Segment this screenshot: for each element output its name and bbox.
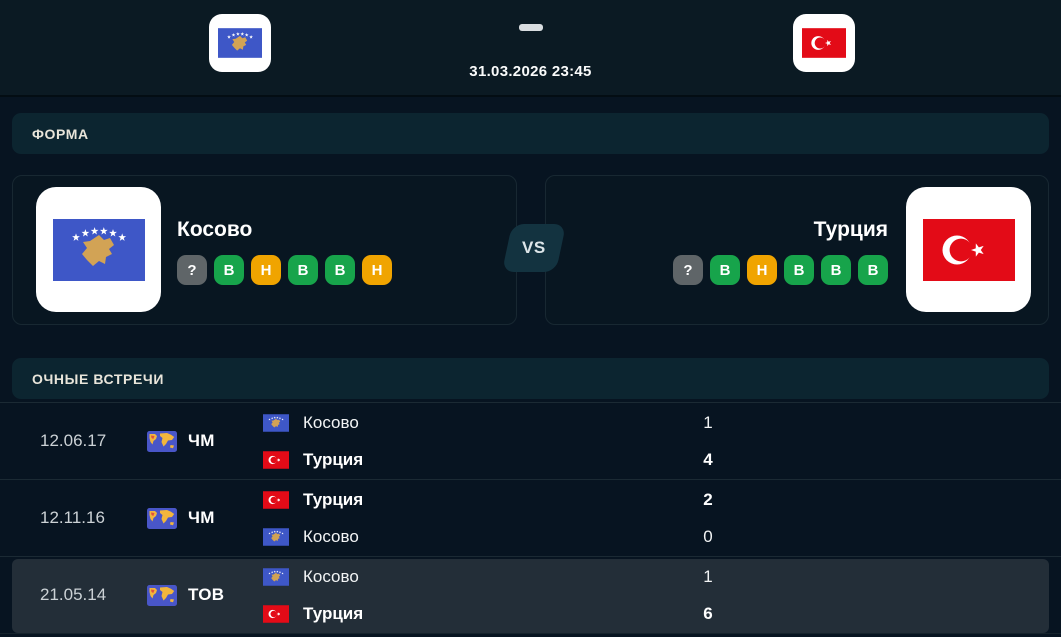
competition-label: ЧМ bbox=[188, 508, 215, 527]
match-datetime: 31.03.2026 23:45 bbox=[469, 63, 592, 80]
home-team-name: Косово bbox=[177, 218, 253, 241]
team-name: Турция bbox=[303, 450, 364, 469]
dash-divider bbox=[519, 24, 543, 31]
team-name: Турция bbox=[303, 604, 364, 623]
form-result-badge[interactable]: В bbox=[710, 255, 740, 285]
form-result-badge[interactable]: Н bbox=[362, 255, 392, 285]
home-team-flag-box bbox=[36, 187, 161, 312]
match-date: 12.11.16 bbox=[40, 508, 105, 527]
kosovo-flag-icon bbox=[53, 219, 145, 281]
home-team-form-card: Косово ? В Н В В Н bbox=[12, 175, 517, 325]
h2h-row[interactable]: 12.06.17 ЧМ Косово 1 Турция 4 bbox=[0, 402, 1061, 479]
world-map-icon bbox=[147, 431, 177, 452]
away-form-badges: ? В Н В В В bbox=[673, 255, 888, 285]
competition-label: ЧМ bbox=[188, 431, 215, 450]
turkey-flag-icon bbox=[263, 491, 289, 509]
team-score: 1 bbox=[703, 413, 713, 432]
form-section-header: ФОРМА bbox=[12, 113, 1049, 154]
h2h-row[interactable]: 21.05.14 ТОВ Косово 1 Турция 6 bbox=[0, 556, 1061, 634]
match-date: 12.06.17 bbox=[40, 431, 107, 450]
form-section-title: ФОРМА bbox=[32, 125, 89, 142]
away-team-name: Турция bbox=[813, 218, 888, 241]
team-score: 4 bbox=[703, 450, 713, 469]
team-score: 2 bbox=[703, 490, 713, 509]
kosovo-flag-icon bbox=[263, 568, 289, 586]
away-team-flag-card bbox=[793, 14, 855, 72]
h2h-table: 12.06.17 ЧМ Косово 1 Турция 4 12.11.16 Ч… bbox=[0, 402, 1061, 634]
away-team-form-card: Турция ? В Н В В В bbox=[545, 175, 1049, 325]
form-result-badge[interactable]: В bbox=[784, 255, 814, 285]
away-team-flag-box bbox=[906, 187, 1031, 312]
h2h-team-line: Косово 1 bbox=[263, 409, 1061, 437]
h2h-row[interactable]: 12.11.16 ЧМ Турция 2 Косово 0 bbox=[0, 479, 1061, 556]
home-form-badges: ? В Н В В Н bbox=[177, 255, 392, 285]
form-result-badge[interactable]: Н bbox=[747, 255, 777, 285]
form-result-badge[interactable]: Н bbox=[251, 255, 281, 285]
turkey-flag-icon bbox=[923, 219, 1015, 281]
h2h-section-header: ОЧНЫЕ ВСТРЕЧИ bbox=[12, 358, 1049, 399]
team-name: Косово bbox=[303, 413, 359, 432]
home-team-flag-card bbox=[209, 14, 271, 72]
team-name: Косово bbox=[303, 527, 359, 546]
form-result-badge[interactable]: ? bbox=[673, 255, 703, 285]
form-result-badge[interactable]: В bbox=[821, 255, 851, 285]
turkey-flag-icon bbox=[263, 605, 289, 623]
form-result-badge[interactable]: В bbox=[288, 255, 318, 285]
kosovo-flag-icon bbox=[218, 28, 262, 58]
h2h-team-line: Косово 1 bbox=[263, 563, 1061, 591]
team-score: 1 bbox=[703, 567, 713, 586]
match-date: 21.05.14 bbox=[40, 585, 107, 604]
team-name: Косово bbox=[303, 567, 359, 586]
vs-label: VS bbox=[522, 238, 546, 257]
team-score: 6 bbox=[703, 604, 713, 623]
h2h-team-line: Турция 4 bbox=[263, 446, 1061, 474]
form-result-badge[interactable]: ? bbox=[177, 255, 207, 285]
competition-label: ТОВ bbox=[188, 585, 225, 604]
team-name: Турция bbox=[303, 490, 364, 509]
world-map-icon bbox=[147, 508, 177, 529]
h2h-team-line: Турция 6 bbox=[263, 600, 1061, 628]
turkey-flag-icon bbox=[263, 451, 289, 469]
form-result-badge[interactable]: В bbox=[858, 255, 888, 285]
h2h-team-line: Косово 0 bbox=[263, 523, 1061, 551]
h2h-team-line: Турция 2 bbox=[263, 486, 1061, 514]
form-result-badge[interactable]: В bbox=[214, 255, 244, 285]
match-header: 31.03.2026 23:45 bbox=[0, 0, 1061, 97]
team-score: 0 bbox=[703, 527, 713, 546]
turkey-flag-icon bbox=[802, 28, 846, 58]
world-map-icon bbox=[147, 585, 177, 606]
h2h-section-title: ОЧНЫЕ ВСТРЕЧИ bbox=[32, 370, 165, 387]
kosovo-flag-icon bbox=[263, 414, 289, 432]
form-result-badge[interactable]: В bbox=[325, 255, 355, 285]
kosovo-flag-icon bbox=[263, 528, 289, 546]
